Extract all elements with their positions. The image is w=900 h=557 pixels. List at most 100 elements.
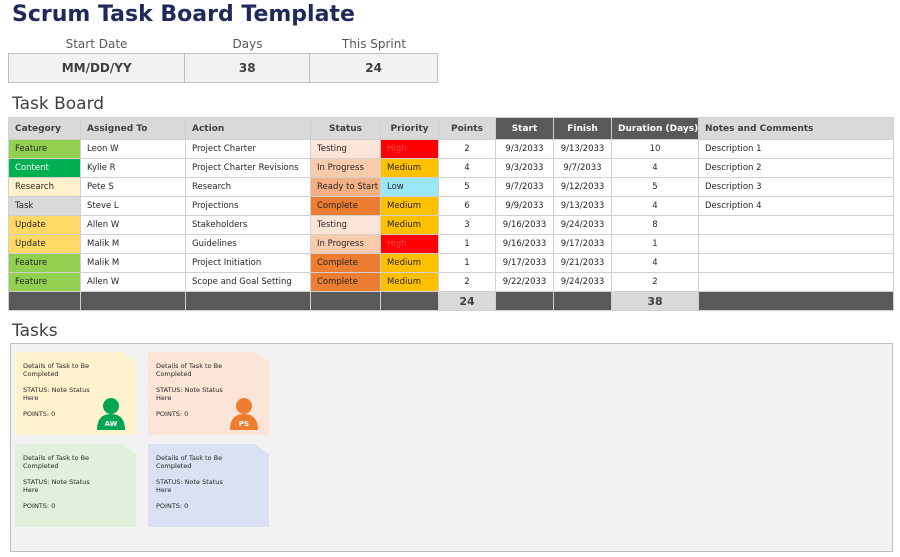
table-row: Update Malik M Guidelines In Progress High 1 9… — [8, 234, 894, 254]
assigned-to-cell: Allen W — [80, 215, 186, 235]
table-row: Feature Allen W Scope and Goal Setting Comp… — [8, 272, 894, 292]
duration-cell: 4 — [611, 158, 699, 178]
start-cell: 9/16/2033 — [495, 234, 554, 254]
summary-box: MM/DD/YY 38 24 — [8, 53, 438, 83]
card-status: STATUS: Note Status Here — [23, 386, 90, 402]
points-cell: 5 — [438, 177, 496, 197]
category-cell: Update — [8, 234, 81, 254]
finish-cell: 9/24/2033 — [553, 272, 612, 292]
assigned-to-cell: Malik M — [80, 253, 186, 273]
duration-cell: 4 — [611, 196, 699, 216]
category-cell: Update — [8, 215, 81, 235]
blank-cell — [495, 291, 554, 311]
blank-cell — [185, 291, 311, 311]
duration-cell: 4 — [611, 253, 699, 273]
priority-cell: Medium — [380, 253, 439, 273]
task-card: Details of Task to Be Completed STATUS: N… — [15, 444, 136, 527]
status-cell: Testing — [310, 139, 381, 159]
points-cell: 3 — [438, 215, 496, 235]
notes-cell: Description 3 — [698, 177, 894, 197]
blank-cell — [80, 291, 186, 311]
status-cell: Complete — [310, 196, 381, 216]
finish-cell: 9/21/2033 — [553, 253, 612, 273]
points-cell: 2 — [438, 139, 496, 159]
finish-cell: 9/24/2033 — [553, 215, 612, 235]
card-status: STATUS: Note Status Here — [156, 386, 223, 402]
priority-cell: Medium — [380, 272, 439, 292]
notes-cell: Description 1 — [698, 139, 894, 159]
summary-value: 24 — [365, 61, 382, 75]
column-header: Assigned To — [80, 117, 186, 140]
priority-cell: Medium — [380, 215, 439, 235]
status-cell: In Progress — [310, 158, 381, 178]
blank-cell — [380, 291, 439, 311]
assigned-to-cell: Allen W — [80, 272, 186, 292]
table-row: Feature Leon W Project Charter Testing High 2… — [8, 139, 894, 159]
avatar-head — [236, 398, 252, 414]
start-cell: 9/22/2033 — [495, 272, 554, 292]
table-body: Feature Leon W Project Charter Testing High 2… — [8, 139, 894, 311]
category-cell: Feature — [8, 272, 81, 292]
task-card: Details of Task to Be Completed STATUS: N… — [15, 352, 136, 435]
status-cell: Ready to Start — [310, 177, 381, 197]
avatar-body — [230, 414, 258, 430]
assigned-to-cell: Leon W — [80, 139, 186, 159]
finish-cell: 9/12/2033 — [553, 177, 612, 197]
notes-cell — [698, 215, 894, 235]
category-cell: Content — [8, 158, 81, 178]
card-details: Details of Task to Be Completed — [23, 454, 90, 470]
avatar: AW — [97, 398, 125, 430]
start-cell: 9/3/2033 — [495, 139, 554, 159]
assigned-to-cell: Kylie R — [80, 158, 186, 178]
column-header: Start — [495, 117, 554, 140]
blank-cell — [310, 291, 381, 311]
points-cell: 2 — [438, 272, 496, 292]
action-cell: Stakeholders — [185, 215, 311, 235]
points-cell: 1 — [438, 234, 496, 254]
blank-cell — [698, 291, 894, 311]
status-cell: In Progress — [310, 234, 381, 254]
priority-cell: High — [380, 234, 439, 254]
action-cell: Guidelines — [185, 234, 311, 254]
column-header: Finish — [553, 117, 612, 140]
summary-label: Start Date — [65, 37, 128, 51]
duration-cell: 2 — [611, 272, 699, 292]
table-row: Research Pete S Research Ready to Start Low 5… — [8, 177, 894, 197]
notes-cell — [698, 234, 894, 254]
card-details: Details of Task to Be Completed — [156, 454, 223, 470]
card-points: POINTS: 0 — [23, 410, 56, 418]
start-cell: 9/9/2033 — [495, 196, 554, 216]
action-cell: Research — [185, 177, 311, 197]
priority-cell: Medium — [380, 196, 439, 216]
blank-cell — [553, 291, 612, 311]
notes-cell — [698, 253, 894, 273]
finish-cell: 9/7/2033 — [553, 158, 612, 178]
table-row: Task Steve L Projections Complete Medium 6 9/9… — [8, 196, 894, 216]
blank-cell — [8, 291, 81, 311]
summary-value: MM/DD/YY — [9, 54, 186, 82]
action-cell: Scope and Goal Setting — [185, 272, 311, 292]
header-row: Category Assigned To Action Status Priority P… — [8, 117, 894, 140]
card-details: Details of Task to Be Completed — [23, 362, 90, 378]
status-cell: Complete — [310, 272, 381, 292]
finish-cell: 9/17/2033 — [553, 234, 612, 254]
column-header: Notes and Comments — [698, 117, 894, 140]
points-cell: 6 — [438, 196, 496, 216]
task-area: Details of Task to Be Completed STATUS: N… — [10, 343, 893, 552]
assigned-to-cell: Steve L — [80, 196, 186, 216]
action-cell: Projections — [185, 196, 311, 216]
summary-label: This Sprint — [341, 37, 407, 51]
priority-cell: Medium — [380, 158, 439, 178]
duration-cell: 10 — [611, 139, 699, 159]
finish-cell: 9/13/2033 — [553, 139, 612, 159]
avatar: PS — [230, 398, 258, 430]
start-cell: 9/7/2033 — [495, 177, 554, 197]
priority-cell: High — [380, 139, 439, 159]
section-title: Tasks — [12, 321, 58, 341]
status-cell: Testing — [310, 215, 381, 235]
card-points: POINTS: 0 — [156, 502, 189, 510]
column-header: Category — [8, 117, 81, 140]
notes-cell — [698, 272, 894, 292]
